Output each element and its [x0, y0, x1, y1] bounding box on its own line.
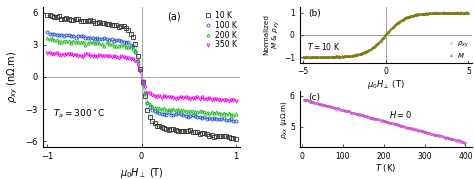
200 K — [214, 111, 219, 113]
$M$ — [437, 12, 442, 14]
Text: (a): (a) — [167, 11, 181, 21]
200 K — [175, 108, 181, 110]
Text: (c): (c) — [308, 93, 320, 102]
$M$ — [393, 23, 399, 25]
100 K — [128, 44, 134, 46]
X-axis label: $T$ (K): $T$ (K) — [375, 162, 396, 174]
$\rho_{xy}$ — [416, 13, 421, 15]
200 K — [161, 107, 167, 110]
10 K — [168, 128, 174, 130]
100 K — [166, 111, 172, 113]
350 K — [211, 98, 217, 100]
100 K — [211, 117, 217, 119]
Line: $\rho_{xy}$: $\rho_{xy}$ — [302, 11, 469, 59]
10 K — [175, 130, 181, 132]
100 K — [230, 120, 236, 122]
350 K — [233, 100, 238, 102]
10 K — [45, 14, 50, 16]
Line: 350 K: 350 K — [46, 51, 237, 103]
10 K — [161, 127, 167, 129]
$\rho_{xy}$ — [366, 49, 372, 51]
10 K — [159, 126, 164, 128]
$M$ — [465, 12, 471, 14]
$M$ — [354, 54, 360, 56]
$\rho_{xy}$ — [438, 12, 443, 14]
Text: $T_a = 300^\circ$C: $T_a = 300^\circ$C — [53, 107, 105, 120]
350 K — [159, 96, 164, 99]
$M$ — [386, 30, 392, 32]
100 K — [173, 113, 179, 115]
100 K — [233, 120, 238, 122]
100 K — [159, 113, 164, 115]
100 K — [156, 112, 162, 114]
350 K — [166, 96, 172, 98]
10 K — [47, 14, 53, 16]
Y-axis label: $\rho_{xy}$ (n$\Omega$.m): $\rho_{xy}$ (n$\Omega$.m) — [6, 51, 20, 103]
200 K — [233, 113, 238, 115]
200 K — [130, 48, 136, 50]
Line: $M$: $M$ — [302, 12, 469, 58]
$\rho_{xy}$ — [307, 57, 312, 59]
10 K — [214, 135, 219, 137]
$M$ — [454, 11, 460, 14]
100 K — [45, 31, 50, 33]
Line: 10 K: 10 K — [46, 13, 237, 141]
$\rho_{xy}$ — [388, 29, 393, 31]
Legend: 10 K, 100 K, 200 K, 350 K: 10 K, 100 K, 200 K, 350 K — [201, 9, 239, 52]
$M$ — [414, 13, 420, 16]
$M$ — [300, 56, 306, 58]
$\rho_{xy}$ — [465, 12, 471, 14]
Y-axis label: Normalized
$M$ & $\rho_{xy}$: Normalized $M$ & $\rho_{xy}$ — [263, 14, 282, 55]
$\rho_{xy}$ — [458, 11, 464, 13]
200 K — [168, 109, 174, 111]
350 K — [156, 95, 162, 98]
Legend: $\rho_{xy}$, $M$: $\rho_{xy}$, $M$ — [446, 38, 470, 61]
350 K — [173, 98, 179, 100]
Text: (b): (b) — [308, 9, 321, 18]
10 K — [130, 36, 136, 38]
Line: 200 K: 200 K — [46, 37, 237, 117]
200 K — [45, 37, 50, 39]
X-axis label: $\mu_0H_\perp$ (T): $\mu_0H_\perp$ (T) — [367, 78, 405, 91]
Text: $T = 10$ K: $T = 10$ K — [307, 41, 340, 52]
$\rho_{xy}$ — [394, 22, 400, 24]
$\rho_{xy}$ — [300, 56, 306, 58]
350 K — [45, 52, 50, 54]
Line: 100 K: 100 K — [46, 31, 237, 122]
200 K — [49, 37, 55, 39]
$M$ — [365, 49, 371, 51]
200 K — [228, 114, 234, 116]
350 K — [128, 58, 134, 60]
$\rho_{xy}$ — [356, 53, 361, 55]
Y-axis label: $\rho_{xx}$ ($\mu\Omega$.m): $\rho_{xx}$ ($\mu\Omega$.m) — [279, 100, 289, 139]
X-axis label: $\mu_0H_\perp$ (T): $\mu_0H_\perp$ (T) — [119, 166, 164, 179]
10 K — [233, 138, 238, 140]
Text: $H = 0$: $H = 0$ — [389, 109, 412, 120]
200 K — [159, 108, 164, 110]
